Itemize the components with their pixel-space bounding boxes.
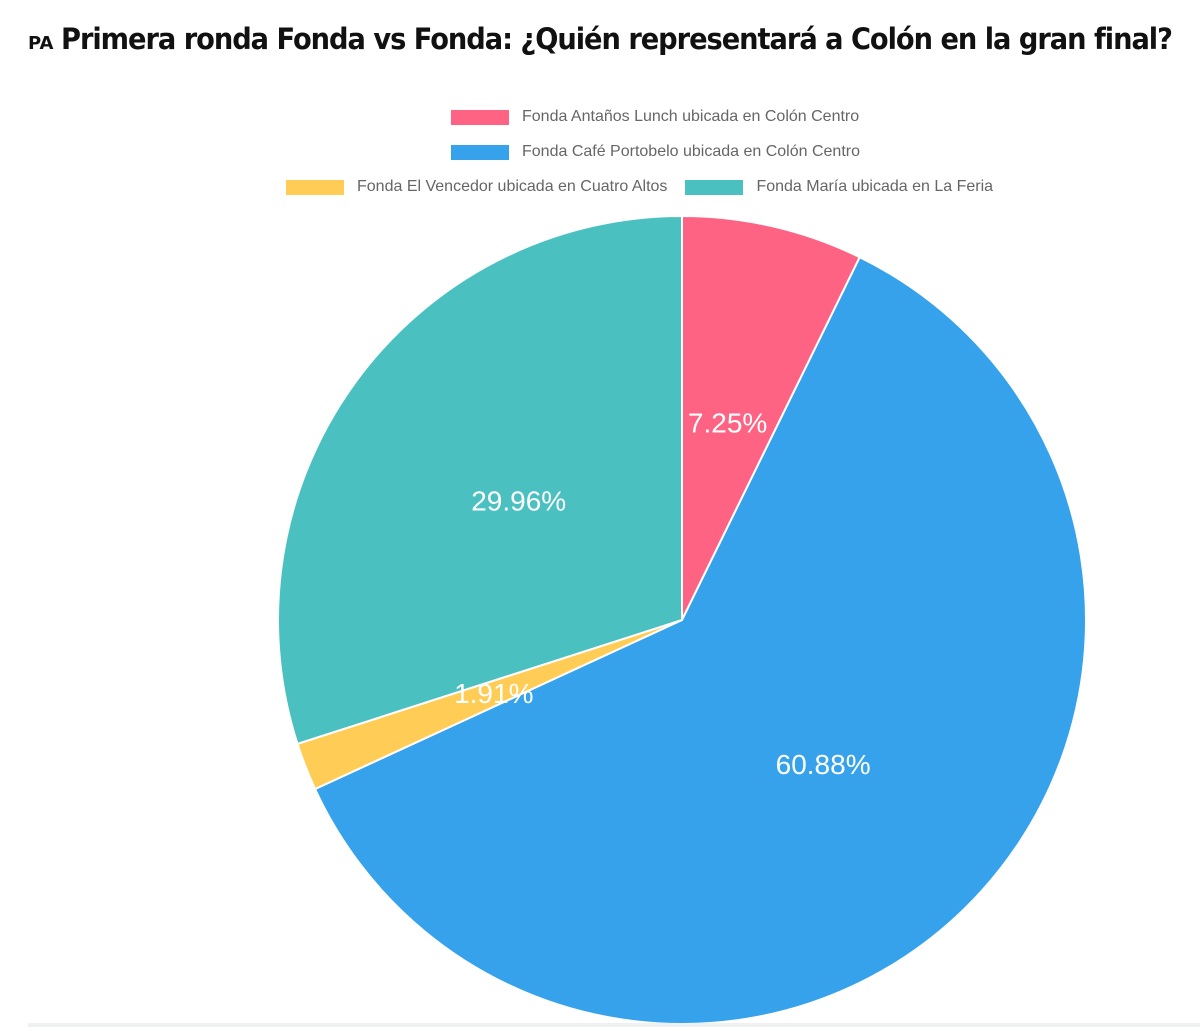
legend-swatch bbox=[451, 144, 509, 160]
legend-swatch bbox=[451, 109, 509, 125]
legend-label: Fonda El Vencedor ubicada en Cuatro Alto… bbox=[357, 178, 668, 195]
slice-percent-label: 7.25% bbox=[688, 408, 767, 439]
slice-percent-label: 1.91% bbox=[454, 678, 533, 709]
slice-portobelo[interactable] bbox=[313, 255, 1087, 1025]
legend-label: Fonda Café Portobelo ubicada en Colón Ce… bbox=[522, 143, 860, 160]
divider bbox=[28, 1023, 1200, 1027]
legend-label: Fonda María ubicada en La Feria bbox=[756, 178, 994, 195]
legend-item-vencedor[interactable]: Fonda El Vencedor ubicada en Cuatro Alto… bbox=[286, 178, 667, 196]
site-logo: PA bbox=[28, 33, 54, 54]
legend-item-maria[interactable]: Fonda María ubicada en La Feria bbox=[685, 178, 993, 196]
slice-percent-label: 29.96% bbox=[471, 486, 566, 517]
legend-swatch bbox=[685, 179, 744, 195]
legend-item-antanos[interactable]: Fonda Antaños Lunch ubicada en Colón Cen… bbox=[451, 108, 859, 126]
page-title: Primera ronda Fonda vs Fonda: ¿Quién rep… bbox=[61, 22, 1173, 56]
legend-swatch bbox=[286, 179, 344, 195]
legend-item-portobelo[interactable]: Fonda Café Portobelo ubicada en Colón Ce… bbox=[451, 143, 860, 161]
chart-legend-row: Fonda Antaños Lunch ubicada en Colón Cen… bbox=[451, 108, 859, 126]
slice-maria[interactable] bbox=[277, 214, 683, 746]
page-header: PA Primera ronda Fonda vs Fonda: ¿Quién … bbox=[28, 22, 1200, 56]
chart-legend-row: Fonda Café Portobelo ubicada en Colón Ce… bbox=[451, 143, 860, 161]
slice-antanos[interactable] bbox=[681, 214, 862, 621]
slice-percent-label: 60.88% bbox=[776, 749, 871, 780]
chart-legend-row: Fonda El Vencedor ubicada en Cuatro Alto… bbox=[286, 178, 993, 196]
legend-label: Fonda Antaños Lunch ubicada en Colón Cen… bbox=[522, 108, 860, 125]
